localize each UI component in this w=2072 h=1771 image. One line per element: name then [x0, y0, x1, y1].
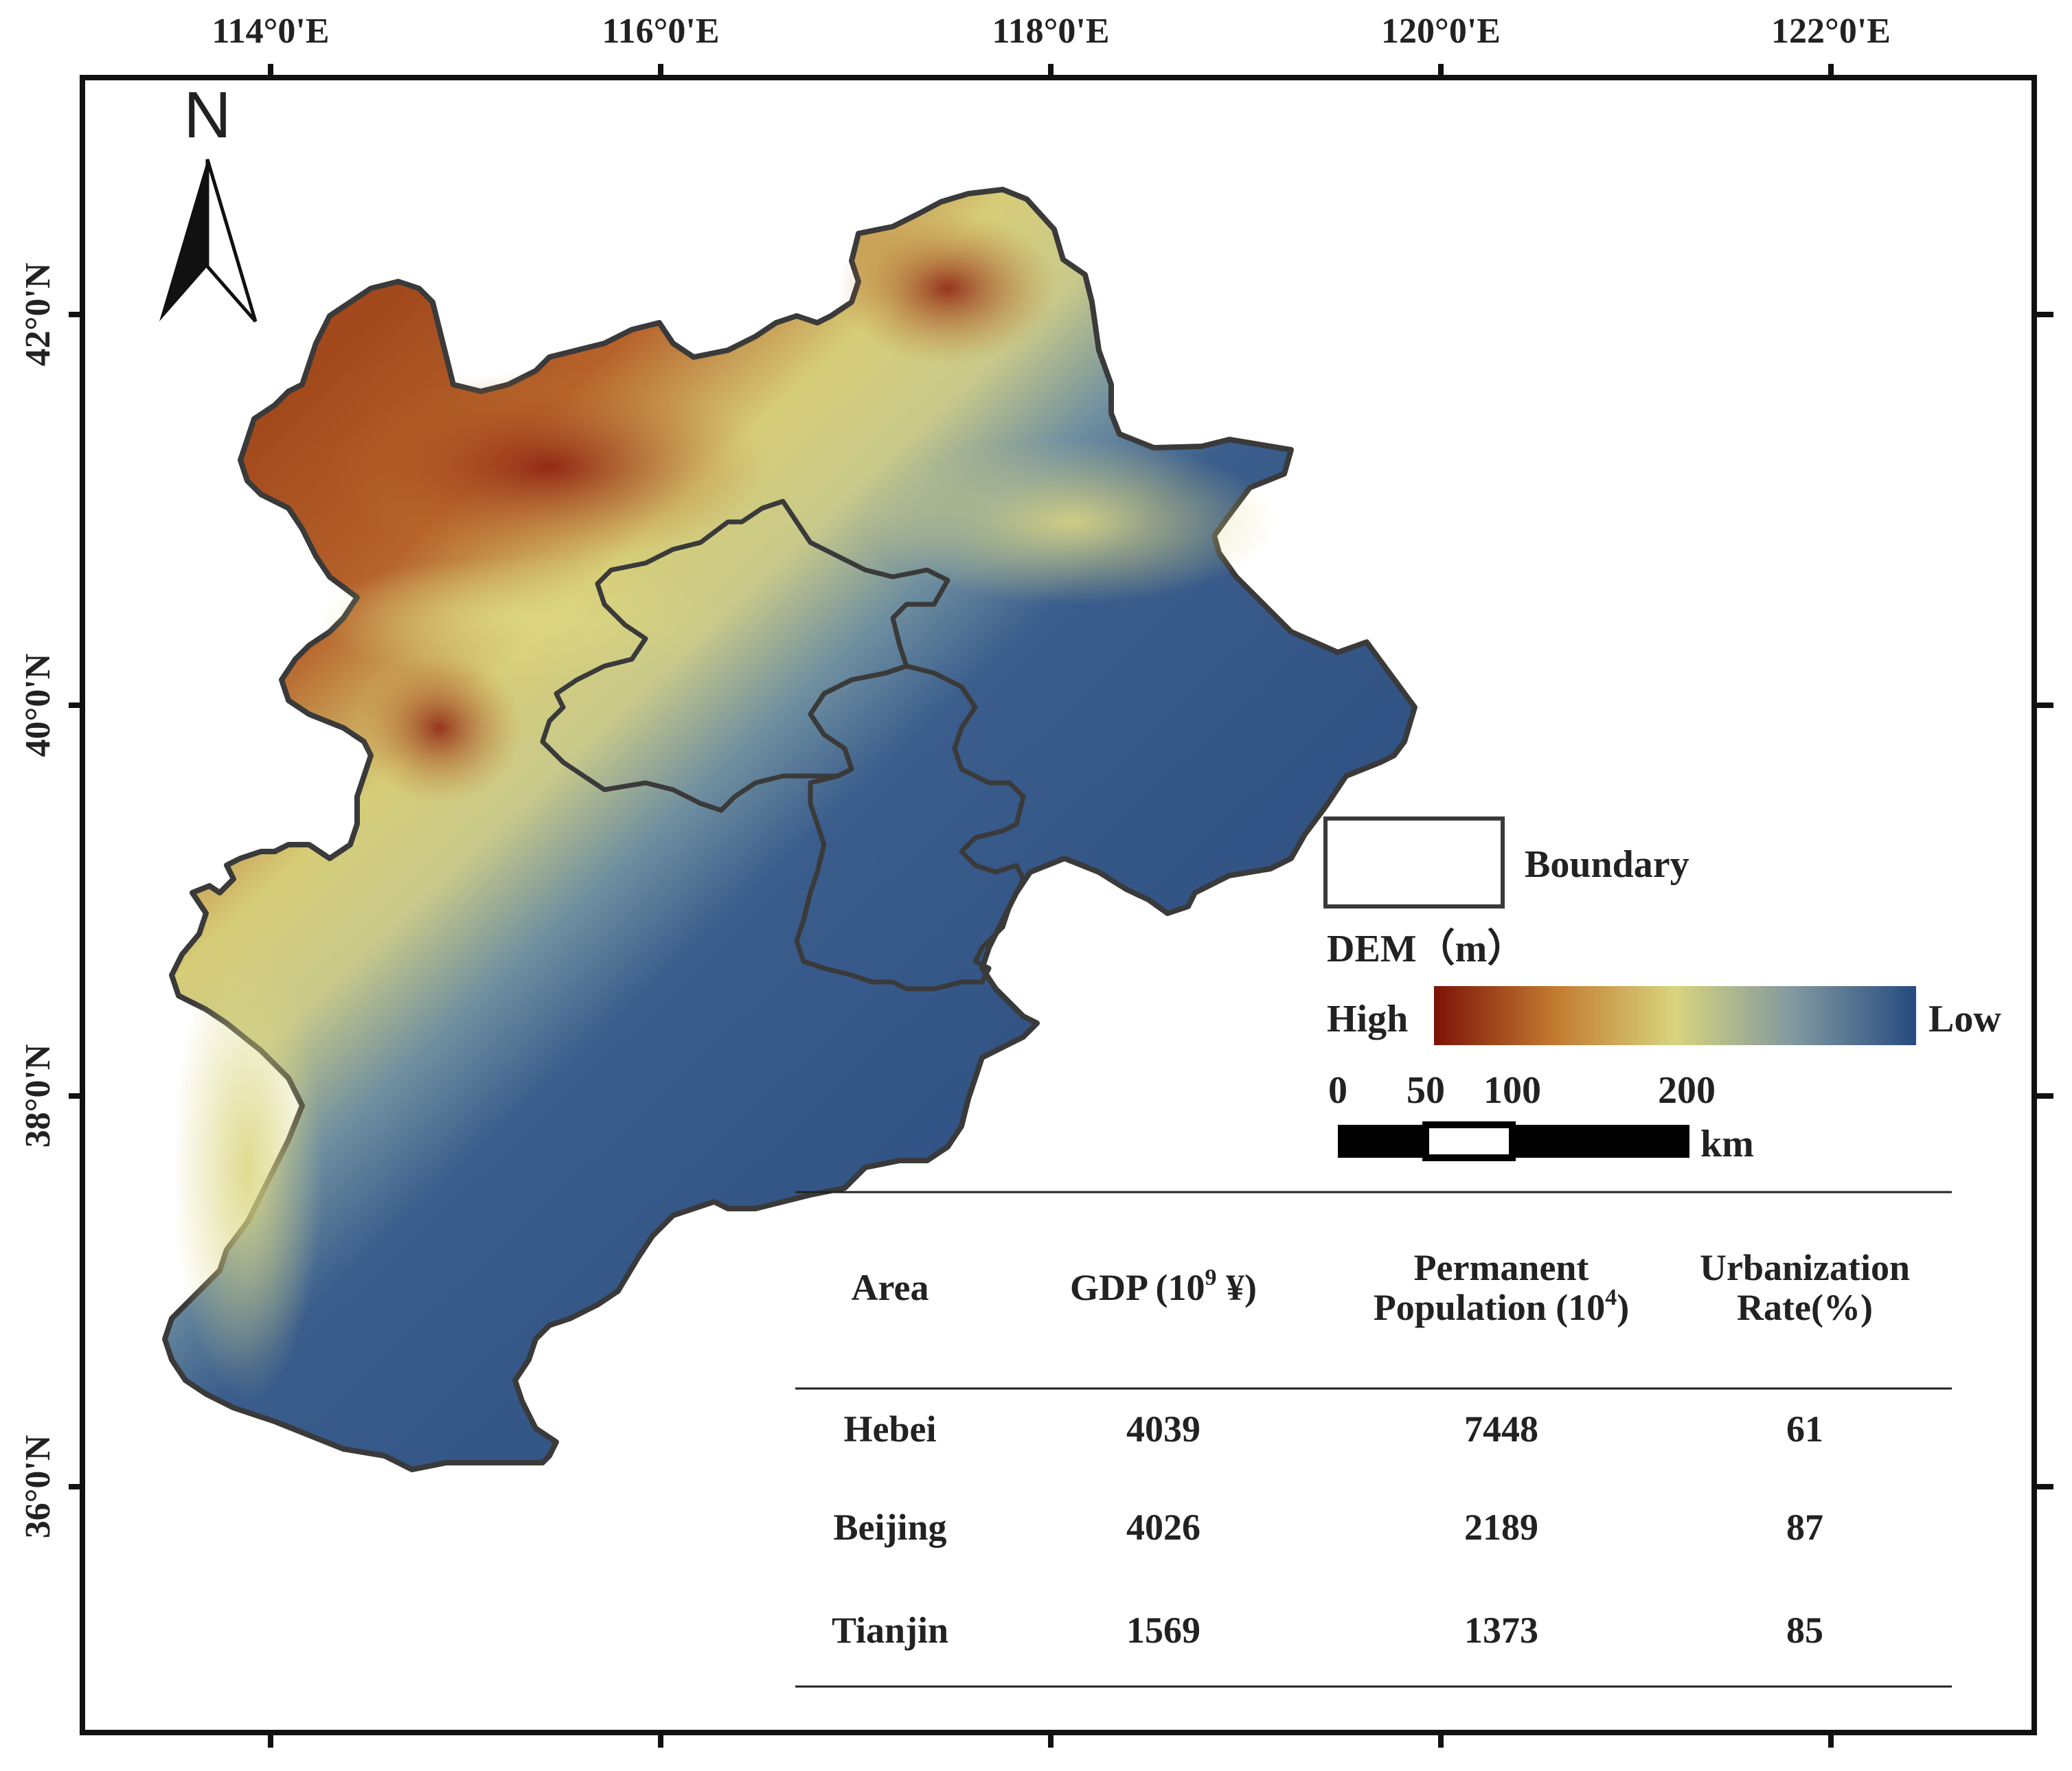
lat-label-36: 36°0'N [19, 1435, 58, 1539]
cell-area: Beijing [833, 1507, 946, 1548]
terrain-hills-southwest [172, 934, 323, 1401]
terrain-hills-east [865, 439, 1277, 604]
lat-label-42: 42°0'N [19, 263, 58, 367]
legend-dem: DEM（m） High Low [1327, 927, 2001, 1045]
legend-boundary-label: Boundary [1525, 843, 1689, 886]
lon-label-120: 120°0'E [1381, 12, 1501, 51]
north-arrow-icon: N [159, 78, 258, 323]
header-population-line1: Permanent [1414, 1247, 1589, 1288]
legend-dem-title: DEM（m） [1327, 927, 1525, 970]
tianjin-boundary [794, 663, 1026, 992]
cell-urbanization: 85 [1786, 1610, 1823, 1651]
scale-bar: 0 50 100 200 km [1328, 1069, 1754, 1165]
cell-gdp: 1569 [1126, 1610, 1200, 1651]
map-frame [80, 75, 2037, 1735]
header-urbanization-line1: Urbanization [1700, 1247, 1910, 1288]
beijing-boundary [540, 499, 950, 813]
axis-ticks [69, 64, 2053, 1748]
scale-segment-1 [1338, 1125, 1426, 1158]
cell-population: 7448 [1464, 1408, 1538, 1450]
cell-population: 1373 [1464, 1610, 1538, 1651]
header-gdp: GDP (109 ¥) [1070, 1265, 1257, 1308]
scale-tick-50: 50 [1407, 1069, 1445, 1112]
table-row: Tianjin 1569 1373 85 [832, 1610, 1823, 1651]
legend-dem-low: Low [1928, 998, 2001, 1040]
lon-label-116: 116°0'E [602, 12, 719, 51]
longitude-labels: 114°0'E 116°0'E 118°0'E 120°0'E 122°0'E [212, 12, 1891, 51]
legend-dem-gradient [1434, 986, 1916, 1045]
cell-urbanization: 61 [1786, 1408, 1823, 1450]
cell-population: 2189 [1464, 1507, 1538, 1548]
legend-boundary: Boundary [1323, 816, 1689, 909]
table-row: Hebei 4039 7448 61 [844, 1408, 1823, 1450]
scale-tick-0: 0 [1328, 1069, 1347, 1112]
header-population-line2: Population (104) [1374, 1285, 1630, 1328]
scale-segment-2 [1422, 1121, 1516, 1161]
dem-terrain [162, 187, 1418, 1472]
cell-urbanization: 87 [1786, 1507, 1823, 1548]
north-label: N [183, 78, 231, 152]
lon-label-114: 114°0'E [212, 12, 329, 51]
lon-label-122: 122°0'E [1771, 12, 1891, 51]
legend-dem-high: High [1327, 998, 1408, 1040]
table-row: Beijing 4026 2189 87 [833, 1507, 1823, 1548]
lon-label-118: 118°0'E [992, 12, 1109, 51]
lat-label-40: 40°0'N [19, 654, 58, 757]
scale-tick-100: 100 [1483, 1069, 1541, 1112]
scale-tick-200: 200 [1658, 1069, 1716, 1112]
header-area: Area [852, 1267, 929, 1308]
lat-label-38: 38°0'N [19, 1044, 58, 1148]
terrain-highland-northeast [838, 213, 1058, 364]
scale-unit: km [1700, 1123, 1754, 1165]
legend-boundary-swatch [1323, 816, 1505, 909]
latitude-labels: 42°0'N 40°0'N 38°0'N 36°0'N [19, 263, 58, 1539]
cell-gdp: 4039 [1126, 1408, 1200, 1450]
scale-segment-3 [1512, 1125, 1689, 1158]
cell-area: Hebei [844, 1408, 937, 1450]
terrain-plateau-yellow [316, 556, 728, 680]
terrain-highland-north [330, 371, 769, 563]
terrain-highland-west [357, 652, 522, 803]
stats-table: Area GDP (109 ¥) Permanent Population (1… [795, 1191, 1952, 1688]
cell-area: Tianjin [832, 1610, 948, 1651]
header-urbanization-line2: Rate(%) [1737, 1287, 1873, 1328]
cell-gdp: 4026 [1126, 1507, 1200, 1548]
